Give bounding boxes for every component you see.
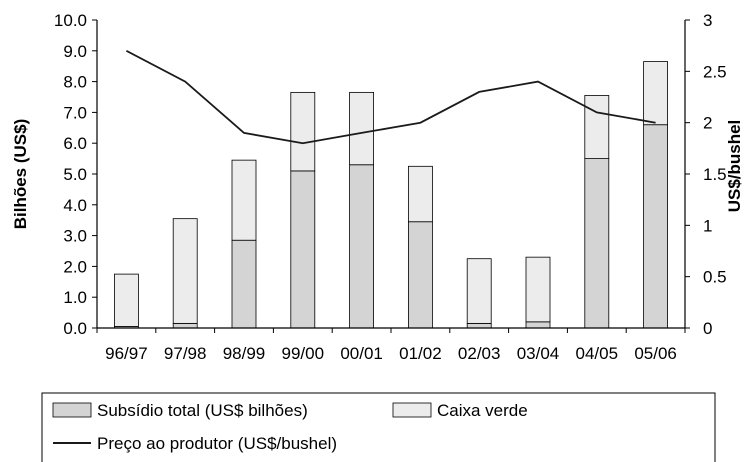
x-tick-label-5: 01/02 — [399, 344, 442, 363]
bar-caixa-verde-6 — [466, 258, 492, 324]
legend-swatch-caixa-verde — [392, 402, 432, 418]
y-axis-title: Bilhões (US$) — [11, 119, 30, 230]
x-tick-label-0: 96/97 — [105, 344, 148, 363]
x-tick-label-3: 99/00 — [282, 344, 325, 363]
bar-caixa-verde-9 — [643, 61, 668, 126]
x-tick-label-7: 03/04 — [517, 344, 560, 363]
y-tick-label-0: 0.0 — [63, 319, 87, 338]
bar-caixa-verde-7 — [525, 256, 551, 323]
y2-tick-label-6: 3 — [703, 11, 712, 30]
bar-subsidio-4 — [349, 164, 375, 329]
bar-subsidio-7 — [525, 321, 551, 329]
y-tick-label-1: 1.0 — [63, 288, 87, 307]
y2-tick-label-4: 2 — [703, 114, 712, 133]
y2-tick-label-3: 1.5 — [703, 165, 727, 184]
y2-tick-label-0: 0 — [703, 319, 712, 338]
bar-caixa-verde-3 — [290, 91, 316, 172]
bar-subsidio-9 — [643, 124, 668, 329]
y-tick-label-2: 2.0 — [63, 257, 87, 276]
bars-layer — [114, 61, 668, 329]
legend-swatch-subsidio — [52, 402, 92, 418]
x-tick-label-4: 00/01 — [340, 344, 383, 363]
bar-caixa-verde-2 — [231, 159, 257, 241]
x-tick-label-6: 02/03 — [458, 344, 501, 363]
y-tick-label-9: 9.0 — [63, 42, 87, 61]
bar-subsidio-3 — [290, 170, 316, 329]
legend: Subsídio total (US$ bilhões) Caixa verde… — [41, 392, 716, 462]
legend-label-subsidio: Subsídio total (US$ bilhões) — [97, 401, 308, 420]
x-tick-label-1: 97/98 — [164, 344, 207, 363]
y-tick-label-10: 10.0 — [54, 11, 87, 30]
y2-tick-label-2: 1 — [703, 216, 712, 235]
x-tick-label-8: 04/05 — [576, 344, 619, 363]
bar-caixa-verde-5 — [407, 165, 433, 223]
bar-subsidio-2 — [231, 239, 257, 329]
x-tick-label-9: 05/06 — [634, 344, 677, 363]
legend-label-caixa-verde: Caixa verde — [437, 401, 528, 420]
y-tick-label-3: 3.0 — [63, 227, 87, 246]
x-tick-label-2: 98/99 — [223, 344, 266, 363]
bar-caixa-verde-0 — [114, 273, 139, 327]
ticks-layer: 0.0 1.0 2.0 3.0 4.0 5.0 6.0 7.0 8.0 9.0 10.0 0 0.5 1 1… — [54, 11, 727, 363]
bar-subsidio-8 — [584, 158, 610, 329]
bar-subsidio-5 — [407, 221, 433, 329]
y-tick-label-6: 6.0 — [63, 134, 87, 153]
bar-subsidio-6 — [466, 322, 492, 329]
bar-caixa-verde-1 — [172, 218, 198, 324]
y2-tick-label-5: 2.5 — [703, 62, 727, 81]
bar-subsidio-1 — [172, 322, 198, 329]
y-tick-label-8: 8.0 — [63, 73, 87, 92]
y2-tick-label-1: 0.5 — [703, 268, 727, 287]
y-tick-label-7: 7.0 — [63, 103, 87, 122]
y-tick-label-5: 5.0 — [63, 165, 87, 184]
y2-axis-title: US$/bushel — [725, 120, 744, 213]
bar-caixa-verde-8 — [584, 95, 610, 159]
bar-caixa-verde-4 — [349, 91, 375, 166]
series-line-price — [125, 50, 656, 145]
legend-label-preco: Preço ao produtor (US$/bushel) — [97, 434, 337, 453]
legend-frame — [41, 392, 716, 462]
y-tick-label-4: 4.0 — [63, 196, 87, 215]
